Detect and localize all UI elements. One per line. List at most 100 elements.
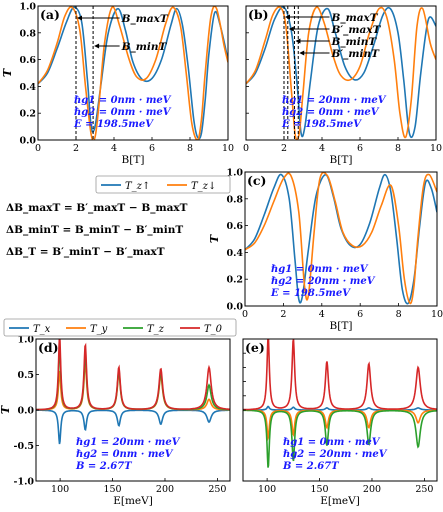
- x-axis-label: B[T]: [330, 154, 353, 166]
- series-line-tz: [36, 346, 230, 411]
- series-line-tz-down: [38, 6, 228, 140]
- panel-e: 100 150 200 250 E[meV] (e) ℏg1 = 0nm · meVℏg2 …: [242, 338, 438, 507]
- y-tick-label: -0.5: [14, 441, 34, 452]
- y-tick-label: 0.8: [226, 194, 243, 205]
- parameter-text: ℏg2 = 0nm · meV: [74, 107, 172, 118]
- x-tick-label: 10: [430, 143, 442, 154]
- x-tick-label: 100: [51, 484, 69, 495]
- x-tick-label: 200: [363, 484, 381, 495]
- plot-area: [36, 339, 230, 445]
- panel-d: 100 150 200 250 -1.0 -0.5 0.0 0.5 1.0 E[meV] T (d) ℏ…: [0, 335, 231, 507]
- annotation-arrowhead: [299, 50, 305, 56]
- x-tick-label: 2: [73, 143, 79, 154]
- y-tick-label: 0.0: [226, 302, 243, 313]
- y-tick-label: 1.0: [17, 335, 34, 346]
- x-tick-label: 2: [280, 309, 286, 320]
- x-tick-label: 4: [319, 143, 325, 154]
- series-line-ty: [243, 409, 437, 442]
- x-tick-label: 100: [258, 484, 276, 495]
- x-axis-label: B[T]: [122, 154, 145, 166]
- legend-label: T_0: [204, 324, 223, 335]
- y-tick-label: 0.6: [19, 55, 36, 66]
- legend-label: T_y: [90, 324, 108, 335]
- parameter-text: ℏg1 = 0nm · meV: [283, 437, 381, 448]
- x-tick-label: 6: [357, 309, 363, 320]
- equation-delta-bt: ΔB_T = B′_minT − B′_maxT: [6, 246, 165, 258]
- y-tick-label: 0.5: [17, 370, 34, 381]
- parameter-text: E = 198.5meV: [281, 119, 362, 130]
- parameter-text: B = 2.67T: [282, 461, 340, 472]
- y-tick-label: 1.0: [19, 2, 36, 13]
- series-line-tx: [36, 409, 230, 445]
- x-tick-label: 250: [208, 484, 226, 495]
- parameter-text: ℏg1 = 0nm · meV: [271, 264, 369, 275]
- x-axis-label: B[T]: [330, 320, 353, 332]
- plot-area: [246, 6, 436, 140]
- y-tick-label: 0.2: [19, 109, 36, 120]
- y-axis-label: T: [1, 68, 14, 77]
- plot-area: [243, 339, 437, 468]
- equation-delta-bmax: ΔB_maxT = B′_maxT − B_maxT: [6, 202, 188, 214]
- x-tick-label: 8: [187, 143, 193, 154]
- x-tick-label: 0: [35, 143, 41, 154]
- series-line-ty: [36, 360, 230, 411]
- x-tick-label: 10: [431, 309, 443, 320]
- parameter-text: ℏg2 = 0nm · meV: [282, 107, 380, 118]
- x-tick-label: 2: [281, 143, 287, 154]
- x-tick-label: 250: [415, 484, 433, 495]
- panel-label: (b): [248, 7, 269, 22]
- annotation-label: B_minT: [121, 41, 168, 54]
- x-tick-label: 8: [395, 143, 401, 154]
- legend-bottom: T_x T_y T_z T_0: [3, 318, 237, 337]
- panel-label: (d): [38, 340, 59, 355]
- annotation-arrowhead: [94, 43, 100, 49]
- legend-label: T_z↓: [191, 181, 216, 192]
- y-tick-label: 0.2: [226, 275, 243, 286]
- legend-top: T_z↑ T_z↓: [95, 175, 231, 194]
- parameter-text: ℏg2 = 20nm · meV: [271, 276, 376, 287]
- y-tick-label: 0.6: [226, 221, 243, 232]
- panel-label: (c): [247, 173, 266, 188]
- y-axis-label: T: [0, 405, 12, 414]
- y-tick-label: 0.8: [19, 28, 36, 39]
- x-tick-label: 8: [396, 309, 402, 320]
- panel-label: (a): [40, 7, 60, 22]
- series-line-tz: [243, 409, 437, 468]
- panel-a: 0 2 4 6 8 10 0.0 0.2 0.4 0.6 0.8 1.0 B[T] T (a) B_maxT B…: [1, 2, 234, 167]
- annotation-arrowhead: [77, 15, 82, 21]
- plot-area: [38, 6, 228, 140]
- x-tick-label: 0: [243, 143, 249, 154]
- x-tick-label: 200: [156, 484, 174, 495]
- series-line-t0: [36, 339, 230, 411]
- parameter-text: ℏg2 = 20nm · meV: [283, 449, 388, 460]
- x-tick-label: 6: [149, 143, 155, 154]
- y-tick-label: 0.4: [226, 248, 243, 259]
- x-axis-label: E[meV]: [113, 495, 153, 507]
- annotation-label: B_minT: [331, 36, 378, 49]
- x-tick-label: 6: [357, 143, 363, 154]
- x-tick-label: 150: [103, 484, 121, 495]
- annotation-arrowhead: [288, 26, 294, 32]
- legend-frame: [3, 318, 237, 337]
- x-tick-label: 10: [222, 143, 234, 154]
- legend-label: T_z: [147, 324, 165, 335]
- annotation-label: B_maxT: [331, 12, 379, 25]
- y-tick-label: 0.0: [19, 136, 36, 147]
- x-tick-label: 0: [242, 309, 248, 320]
- equation-delta-bmin: ΔB_minT = B_minT − B′_minT: [6, 224, 184, 236]
- series-line-tz-down: [245, 172, 437, 305]
- annotation-label: B_maxT: [121, 13, 169, 26]
- y-tick-label: 0.0: [17, 406, 34, 417]
- x-tick-label: 4: [319, 309, 325, 320]
- y-axis-label: T: [208, 234, 221, 243]
- parameter-text: B = 2.67T: [75, 461, 133, 472]
- legend-frame: [95, 175, 231, 194]
- plot-area: [245, 172, 437, 305]
- axes-frame: [244, 171, 438, 307]
- parameter-text: E = 198.5meV: [270, 288, 351, 299]
- parameter-text: ℏg1 = 0nm · meV: [74, 95, 172, 106]
- x-tick-label: 150: [310, 484, 328, 495]
- series-line-tz-down: [246, 6, 436, 140]
- parameter-text: ℏg1 = 20nm · meV: [76, 437, 181, 448]
